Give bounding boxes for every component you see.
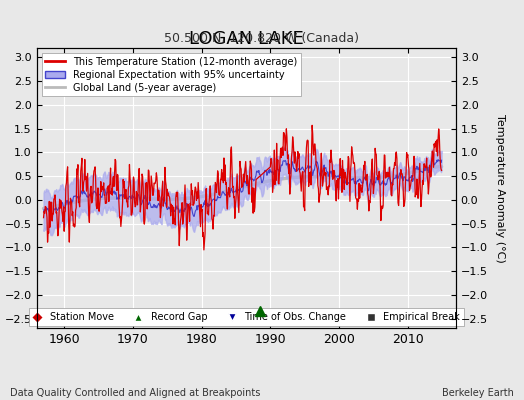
Text: 50.500 N, 120.820 W (Canada): 50.500 N, 120.820 W (Canada) [165, 32, 359, 45]
Text: Berkeley Earth: Berkeley Earth [442, 388, 514, 398]
Legend: Station Move, Record Gap, Time of Obs. Change, Empirical Break: Station Move, Record Gap, Time of Obs. C… [29, 308, 464, 326]
Text: Data Quality Controlled and Aligned at Breakpoints: Data Quality Controlled and Aligned at B… [10, 388, 261, 398]
Y-axis label: Temperature Anomaly (°C): Temperature Anomaly (°C) [495, 114, 505, 262]
Title: LOGAN LAKE: LOGAN LAKE [189, 30, 303, 48]
